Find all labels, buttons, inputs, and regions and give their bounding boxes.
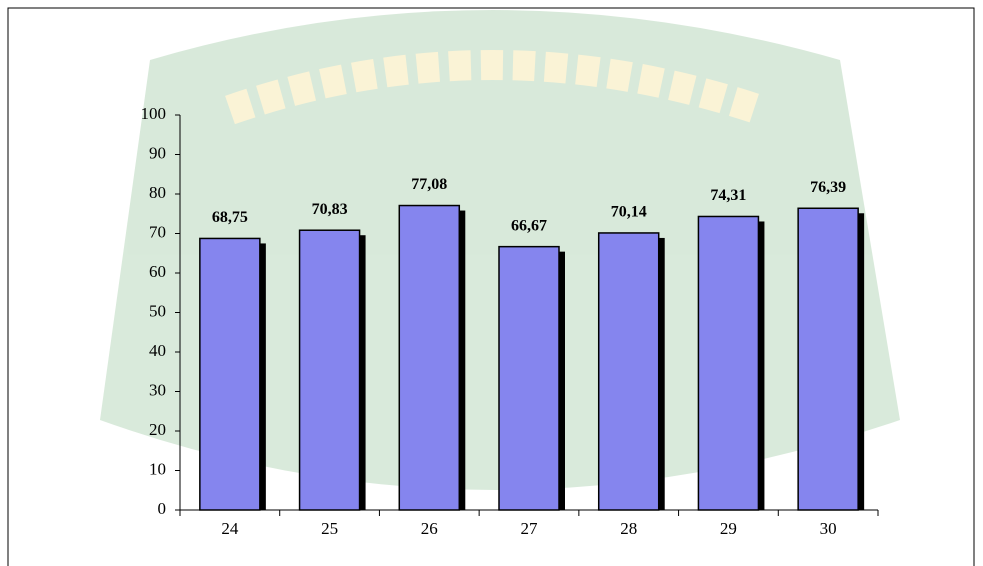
- y-tick-label: 20: [149, 420, 166, 439]
- bar: [298, 229, 361, 511]
- bar: [597, 232, 660, 511]
- x-tick-label: 25: [321, 519, 338, 538]
- value-label: 70,83: [312, 201, 348, 218]
- bar: [398, 204, 461, 511]
- x-tick-label: 30: [820, 519, 837, 538]
- value-label: 76,39: [810, 179, 846, 196]
- y-tick-label: 90: [149, 143, 166, 162]
- x-tick-label: 24: [221, 519, 239, 538]
- bar: [797, 207, 859, 511]
- bar: [199, 237, 261, 511]
- y-tick-label: 10: [149, 459, 166, 478]
- value-label: 66,67: [511, 217, 547, 234]
- y-tick-label: 80: [149, 183, 166, 202]
- x-tick-label: 26: [421, 519, 438, 538]
- y-tick-label: 70: [149, 222, 166, 241]
- value-label: 77,08: [411, 176, 447, 193]
- y-tick-label: 0: [158, 499, 167, 518]
- y-tick-label: 50: [149, 301, 166, 320]
- bar: [697, 215, 760, 511]
- value-label: 74,31: [710, 187, 746, 204]
- value-label: 70,14: [611, 204, 647, 221]
- value-label: 68,75: [212, 209, 248, 226]
- x-tick-label: 29: [720, 519, 737, 538]
- y-tick-label: 40: [149, 341, 166, 360]
- y-tick-label: 100: [141, 104, 167, 123]
- y-tick-label: 30: [149, 380, 166, 399]
- frame: [7, 7, 975, 566]
- x-tick-label: 28: [620, 519, 637, 538]
- x-tick-label: 27: [521, 519, 539, 538]
- y-tick-label: 60: [149, 262, 166, 281]
- bar: [498, 245, 560, 511]
